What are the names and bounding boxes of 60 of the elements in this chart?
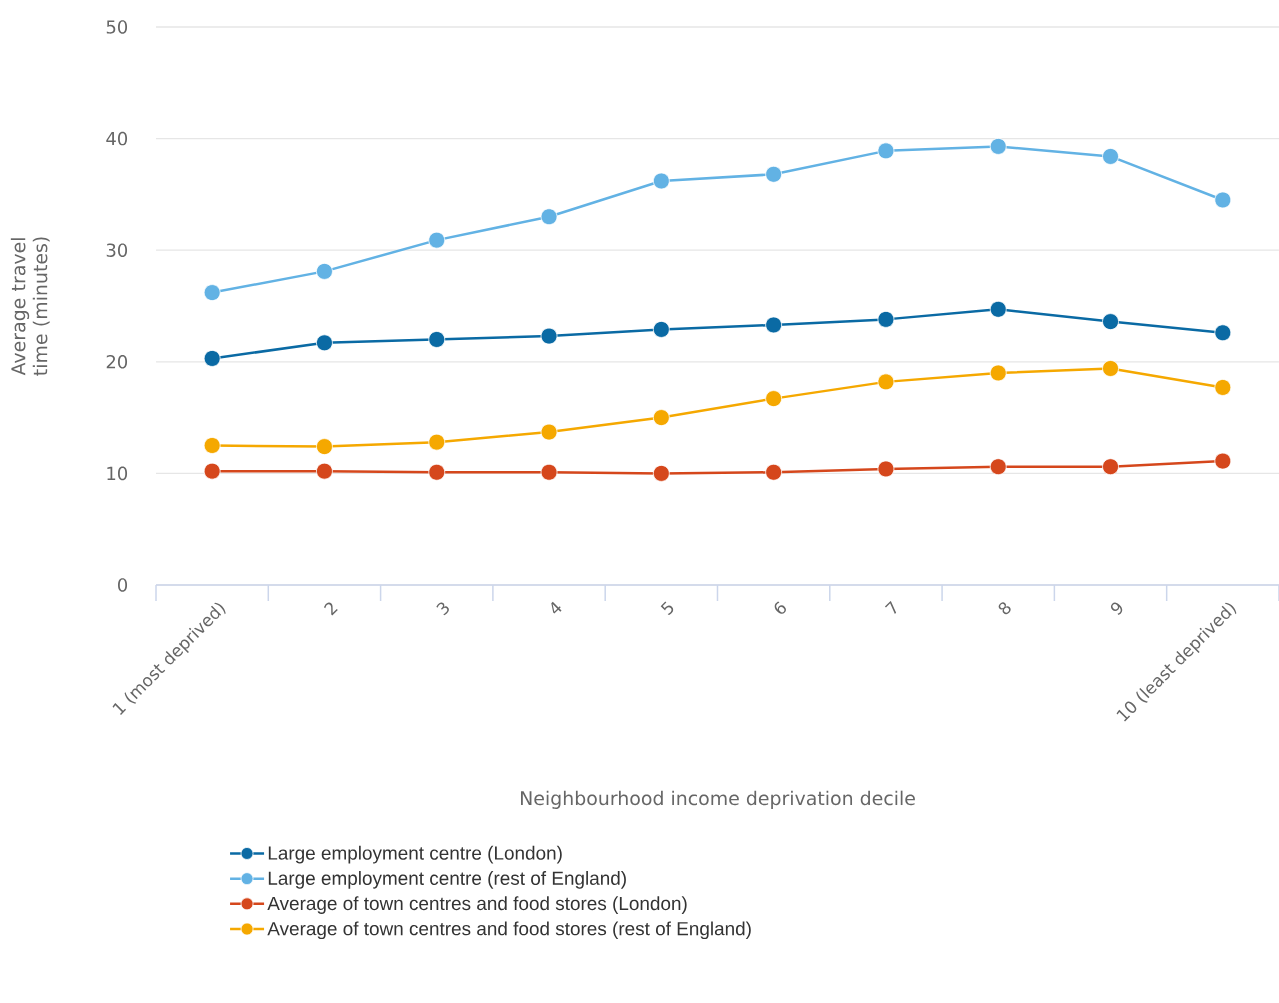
point [989,300,1007,318]
point [203,284,221,301]
point [877,373,895,391]
point [877,310,895,328]
point [652,409,670,426]
point [1214,191,1232,209]
x-tick-label: 6 [774,601,786,614]
point [1102,313,1119,331]
y-tick-label: 0 [118,578,128,592]
point [203,437,221,454]
point [1214,379,1232,396]
y-axis-title: Average travel time (minutes) [10,237,50,376]
point [1102,148,1119,165]
x-axis-title: Neighbourhood income deprivation decile [521,790,915,809]
point [765,165,783,183]
point [765,463,783,481]
point [428,433,446,451]
point [316,438,333,455]
point [877,460,895,478]
point [1214,324,1232,342]
point [316,334,333,352]
y-tick-label: 50 [106,20,128,34]
point [989,138,1007,155]
point [203,462,221,480]
x-tick-label: 3 [436,602,449,616]
x-tick-label: 5 [660,601,674,616]
point [203,350,221,367]
legend-label: Average of town centres and food stores (London) [267,896,687,914]
legend-label: Large employment centre (rest of England) [268,871,626,889]
point [540,463,558,481]
x-tick-label: 8 [998,602,1011,615]
point [652,321,670,338]
point [428,231,446,249]
point [652,172,670,190]
point [877,142,895,160]
x-tick-label: 2 [324,602,338,616]
legend-label: Large employment centre (London) [268,845,562,864]
point [1102,360,1119,377]
x-tick-label: 4 [551,601,562,614]
x-tick-label: 7 [884,600,897,615]
point [540,327,558,345]
point [989,364,1007,382]
point [540,423,558,441]
point [1102,458,1119,476]
point [989,458,1007,476]
y-tick-label: 20 [106,355,128,369]
point [765,316,783,334]
point [428,331,446,348]
point [652,464,670,482]
point [316,462,333,480]
point [428,463,446,481]
point [765,390,783,408]
y-tick-label: 10 [107,466,128,481]
point [540,208,558,226]
point [316,262,333,280]
y-tick-label: 30 [106,243,128,257]
y-tick-label: 40 [106,131,128,146]
point [1214,452,1232,470]
legend-label: Average of town centres and food stores (rest of England) [267,921,751,940]
x-tick-label: 9 [1110,602,1123,615]
